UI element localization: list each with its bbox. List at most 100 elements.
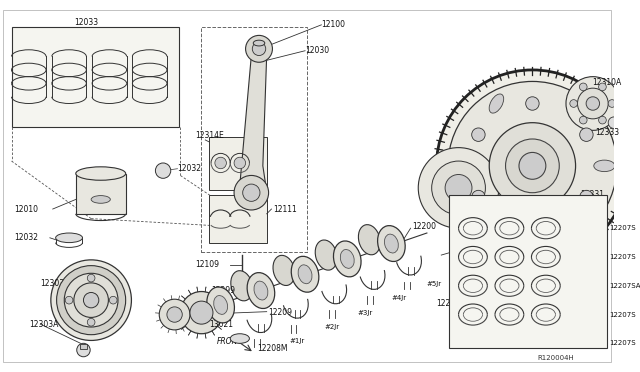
Text: 12209: 12209 xyxy=(269,308,292,317)
Ellipse shape xyxy=(247,273,275,308)
Circle shape xyxy=(56,266,125,335)
Text: 12208M: 12208M xyxy=(257,344,287,353)
Text: 12314E: 12314E xyxy=(195,131,223,140)
Ellipse shape xyxy=(230,334,250,343)
Text: 12100: 12100 xyxy=(321,20,346,29)
Bar xyxy=(12,27,179,128)
Circle shape xyxy=(566,77,620,130)
Circle shape xyxy=(525,221,539,235)
Text: 12207SA: 12207SA xyxy=(609,283,640,289)
Circle shape xyxy=(159,299,190,330)
Circle shape xyxy=(243,184,260,201)
Text: 12207: 12207 xyxy=(456,326,481,335)
Text: #5Jr: #5Jr xyxy=(427,281,442,287)
Ellipse shape xyxy=(253,40,265,46)
Circle shape xyxy=(252,42,266,55)
Circle shape xyxy=(87,318,95,326)
Ellipse shape xyxy=(56,233,83,243)
Circle shape xyxy=(77,343,90,357)
Bar xyxy=(209,195,267,243)
Circle shape xyxy=(87,274,95,282)
Text: 12033: 12033 xyxy=(74,19,99,28)
Ellipse shape xyxy=(340,250,354,268)
Ellipse shape xyxy=(358,225,380,255)
Circle shape xyxy=(215,157,227,169)
Circle shape xyxy=(234,157,246,169)
Ellipse shape xyxy=(594,160,615,171)
Polygon shape xyxy=(240,55,267,202)
Ellipse shape xyxy=(489,94,504,113)
Circle shape xyxy=(64,273,118,327)
Circle shape xyxy=(65,296,73,304)
Text: 12207S: 12207S xyxy=(609,254,636,260)
Ellipse shape xyxy=(333,241,361,277)
Ellipse shape xyxy=(214,295,228,314)
Bar xyxy=(202,27,307,252)
Circle shape xyxy=(83,292,99,308)
Circle shape xyxy=(608,117,620,128)
Circle shape xyxy=(436,70,628,262)
Circle shape xyxy=(472,128,485,141)
Circle shape xyxy=(472,190,485,204)
Text: 12111: 12111 xyxy=(273,205,297,214)
Text: 12109: 12109 xyxy=(195,260,219,269)
Ellipse shape xyxy=(273,255,295,285)
Circle shape xyxy=(255,288,263,295)
Bar xyxy=(76,173,125,214)
Text: 12030: 12030 xyxy=(305,46,329,55)
Circle shape xyxy=(156,163,171,178)
Circle shape xyxy=(570,100,577,108)
Circle shape xyxy=(432,161,485,215)
Text: 12207: 12207 xyxy=(448,312,472,321)
Text: 12032: 12032 xyxy=(14,233,38,242)
Text: #3Jr: #3Jr xyxy=(358,310,373,315)
Circle shape xyxy=(506,139,559,193)
Circle shape xyxy=(525,97,539,110)
Text: R120004H: R120004H xyxy=(537,355,574,361)
Text: 12331: 12331 xyxy=(580,190,604,199)
Circle shape xyxy=(580,190,593,204)
Circle shape xyxy=(580,128,593,141)
Circle shape xyxy=(577,88,608,119)
Text: #1Jr: #1Jr xyxy=(290,339,305,344)
Text: #4Jr: #4Jr xyxy=(392,295,406,301)
Text: 12310A: 12310A xyxy=(592,78,621,87)
Ellipse shape xyxy=(489,219,504,238)
Text: FRONT: FRONT xyxy=(217,337,243,346)
Bar xyxy=(449,195,607,348)
Circle shape xyxy=(608,100,616,108)
Text: 12315N: 12315N xyxy=(535,262,565,271)
Circle shape xyxy=(109,296,117,304)
Text: 12207S: 12207S xyxy=(609,225,636,231)
Ellipse shape xyxy=(91,196,110,203)
Circle shape xyxy=(598,83,606,91)
Circle shape xyxy=(519,153,546,179)
Circle shape xyxy=(167,307,182,322)
Bar xyxy=(79,344,87,349)
Ellipse shape xyxy=(385,234,398,253)
Text: 13021: 13021 xyxy=(209,320,233,328)
Circle shape xyxy=(579,83,587,91)
Circle shape xyxy=(190,301,213,324)
Circle shape xyxy=(51,260,131,340)
Ellipse shape xyxy=(298,265,312,284)
Ellipse shape xyxy=(254,281,268,300)
Text: US=0.25: US=0.25 xyxy=(454,203,484,209)
Circle shape xyxy=(246,35,273,62)
Ellipse shape xyxy=(207,287,234,323)
Circle shape xyxy=(448,81,617,250)
Text: 12314M: 12314M xyxy=(479,238,510,247)
Ellipse shape xyxy=(378,225,405,262)
Circle shape xyxy=(74,283,108,317)
Text: #2Jr: #2Jr xyxy=(324,324,339,330)
Text: 12207S: 12207S xyxy=(609,311,636,318)
Text: 12032: 12032 xyxy=(177,164,202,173)
Ellipse shape xyxy=(316,240,337,270)
Ellipse shape xyxy=(76,167,125,180)
Ellipse shape xyxy=(291,256,319,292)
Ellipse shape xyxy=(231,271,253,301)
Circle shape xyxy=(180,292,223,334)
Circle shape xyxy=(586,97,600,110)
Text: 12207: 12207 xyxy=(436,299,461,308)
Circle shape xyxy=(234,176,269,210)
